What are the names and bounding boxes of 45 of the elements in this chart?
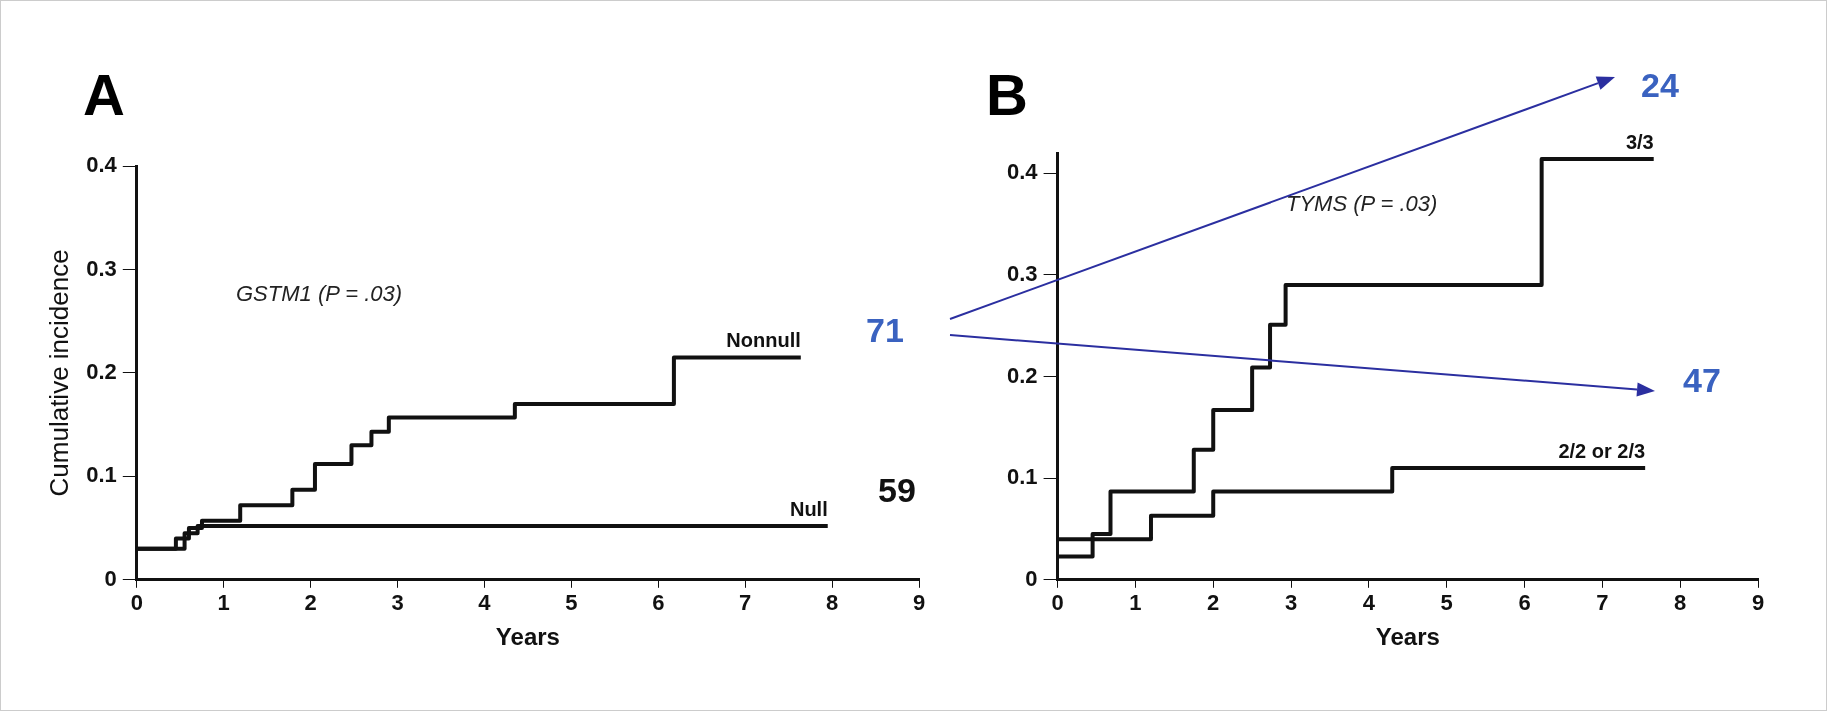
- x-tick-label: 2: [304, 590, 317, 616]
- x-tick-label: 4: [478, 590, 492, 616]
- x-tick-label: 6: [652, 590, 665, 616]
- x-tick-label: 4: [1362, 590, 1376, 616]
- x-tick-label: 1: [1129, 590, 1142, 616]
- y-tick-label: 0: [104, 565, 117, 591]
- y-tick-label: 0.1: [1006, 464, 1038, 490]
- y-tick-label: 0.2: [86, 358, 117, 384]
- chart-title: A: [83, 61, 125, 128]
- series-label: 3/3: [1625, 130, 1654, 153]
- series-label: Nonnull: [726, 328, 801, 351]
- annotation: GSTM1 (P = .03): [236, 281, 403, 307]
- y-tick-label: 0.3: [1006, 261, 1038, 287]
- x-tick-label: 3: [1284, 590, 1298, 616]
- series-label: Null: [789, 497, 828, 520]
- x-tick-label: 6: [1518, 590, 1531, 616]
- x-tick-label: 9: [1751, 590, 1765, 616]
- y-tick-label: 0.2: [1006, 362, 1038, 388]
- x-axis-title: Years: [495, 623, 560, 651]
- annotation: TYMS (P = .03): [1286, 191, 1438, 217]
- x-tick-label: 3: [391, 590, 404, 616]
- x-tick-label: 7: [1596, 590, 1609, 616]
- x-tick-label: 5: [1440, 590, 1453, 616]
- chart-title: B: [986, 61, 1028, 128]
- x-tick-label: 8: [825, 590, 839, 616]
- x-tick-label: 8: [1674, 590, 1687, 616]
- y-tick-label: 0.4: [86, 152, 118, 178]
- y-tick-label: 0.4: [1006, 159, 1039, 185]
- x-tick-label: 7: [739, 590, 752, 616]
- x-tick-label: 0: [1051, 590, 1064, 616]
- y-tick-label: 0.1: [86, 462, 117, 488]
- annotation: 71: [866, 311, 904, 350]
- y-axis-title: Cumulative incidence: [43, 249, 74, 497]
- x-axis-title: Years: [1375, 623, 1440, 651]
- y-tick-label: 0.3: [86, 255, 117, 281]
- x-tick-label: 1: [217, 590, 230, 616]
- y-tick-label: 0: [1025, 565, 1038, 591]
- x-tick-label: 9: [912, 590, 926, 616]
- x-tick-label: 2: [1207, 590, 1220, 616]
- annotation: 59: [878, 471, 916, 510]
- x-tick-label: 5: [565, 590, 578, 616]
- annotation: 47: [1683, 361, 1721, 400]
- x-tick-label: 0: [130, 590, 143, 616]
- text: 24: [1641, 66, 1679, 105]
- series-label: 2/2 or 2/3: [1558, 439, 1646, 462]
